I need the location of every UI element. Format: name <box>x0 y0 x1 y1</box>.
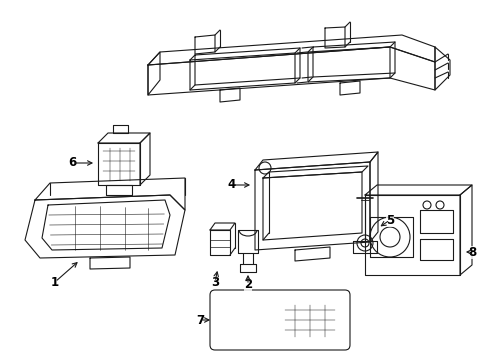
Text: 1: 1 <box>51 275 59 288</box>
Text: 2: 2 <box>244 279 252 292</box>
Text: 7: 7 <box>196 314 204 327</box>
Text: 6: 6 <box>68 157 76 170</box>
Text: 8: 8 <box>468 246 476 258</box>
Text: 3: 3 <box>211 275 219 288</box>
Text: 5: 5 <box>386 213 394 226</box>
Text: 4: 4 <box>228 179 236 192</box>
